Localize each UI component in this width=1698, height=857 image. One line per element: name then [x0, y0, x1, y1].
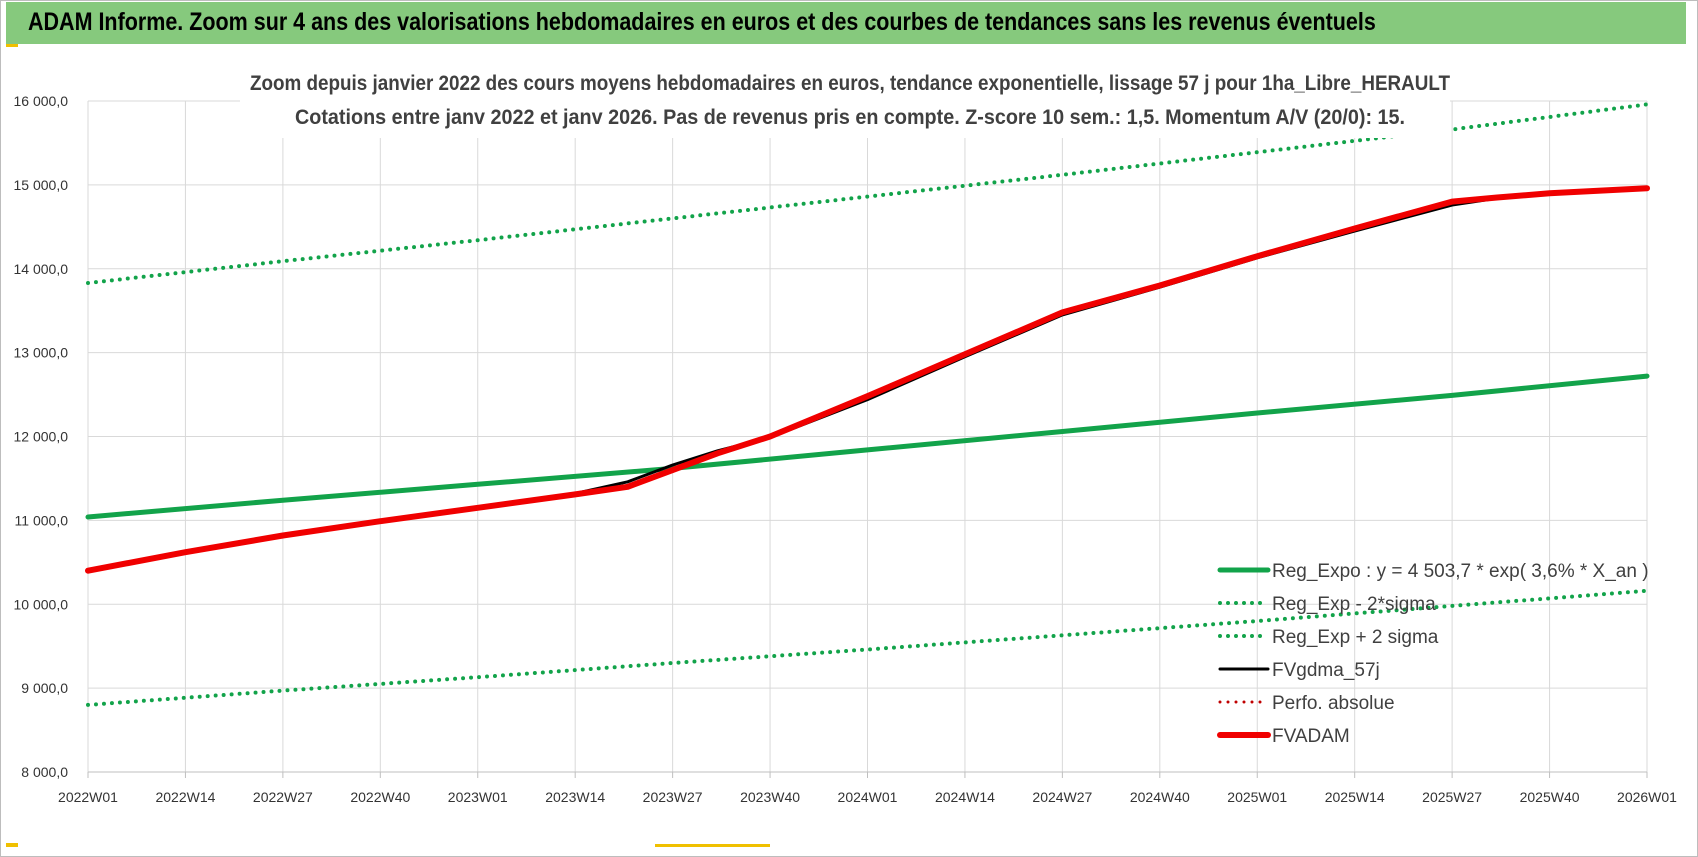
- legend-label-4: Perfo. absolue: [1272, 693, 1395, 714]
- y-tick-label: 9 000,0: [21, 680, 68, 696]
- x-tick-label: 2024W14: [935, 789, 995, 805]
- series-line-1: [86, 102, 1649, 285]
- y-tick-label: 8 000,0: [21, 764, 68, 780]
- x-tick-label: 2023W40: [740, 789, 800, 805]
- y-tick-label: 14 000,0: [14, 261, 69, 277]
- report-title: ADAM Informe. Zoom sur 4 ans des valoris…: [28, 8, 1376, 36]
- x-tick-label: 2023W27: [643, 789, 703, 805]
- x-tick-label: 2022W40: [350, 789, 410, 805]
- x-tick-label: 2022W01: [58, 789, 118, 805]
- series-line-0: [85, 373, 1650, 520]
- title-box: [240, 62, 1450, 138]
- x-tick-label: 2023W01: [448, 789, 508, 805]
- x-tick-label: 2024W40: [1130, 789, 1190, 805]
- y-tick-label: 15 000,0: [14, 177, 69, 193]
- series-line-5: [85, 185, 1650, 574]
- legend-label-5: FVADAM: [1272, 726, 1350, 747]
- legend-label-0: Reg_Expo : y = 4 503,7 * exp( 3,6% * X_a…: [1272, 561, 1649, 582]
- y-tick-label: 13 000,0: [14, 345, 69, 361]
- x-tick-label: 2025W14: [1325, 789, 1385, 805]
- y-tick-label: 16 000,0: [14, 93, 69, 109]
- x-tick-label: 2025W27: [1422, 789, 1482, 805]
- chart-title: Zoom depuis janvier 2022 des cours moyen…: [250, 72, 1450, 95]
- x-tick-label: 2022W14: [155, 789, 215, 805]
- y-tick-label: 10 000,0: [14, 596, 69, 612]
- report-banner: ADAM Informe. Zoom sur 4 ans des valoris…: [6, 2, 1686, 44]
- x-tick-label: 2023W14: [545, 789, 605, 805]
- series-line-2: [86, 588, 1649, 707]
- y-tick-label: 12 000,0: [14, 429, 69, 445]
- x-tick-label: 2025W01: [1227, 789, 1287, 805]
- legend-label-2: Reg_Exp + 2 sigma: [1272, 627, 1439, 648]
- x-tick-label: 2022W27: [253, 789, 313, 805]
- x-tick-label: 2025W40: [1520, 789, 1580, 805]
- chart-subtitle: Cotations entre janv 2022 et janv 2026. …: [295, 106, 1405, 129]
- corner-marker-bl: [6, 843, 18, 847]
- x-tick-label: 2024W27: [1032, 789, 1092, 805]
- legend-label-1: Reg_Exp - 2*sigma: [1272, 594, 1436, 615]
- x-tick-label: 2026W01: [1617, 789, 1677, 805]
- corner-marker-mid: [655, 844, 770, 847]
- x-tick-label: 2024W01: [838, 789, 898, 805]
- corner-marker-tl: [6, 44, 18, 47]
- y-tick-label: 11 000,0: [15, 512, 69, 528]
- legend-label-3: FVgdma_57j: [1272, 660, 1380, 681]
